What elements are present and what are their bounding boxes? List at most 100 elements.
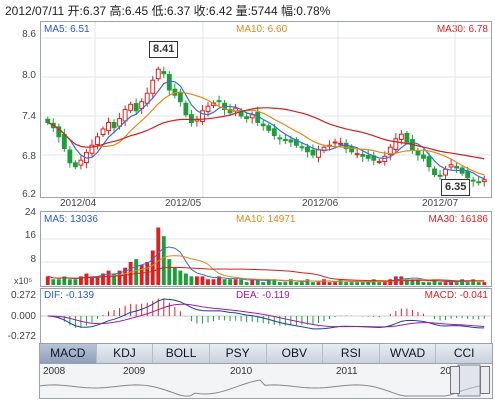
volume-bar: [388, 279, 393, 285]
navigator-overview: [40, 364, 491, 397]
volume-bar: [432, 279, 437, 285]
price-candle: [177, 92, 183, 103]
vol-ma5-line: [47, 246, 485, 283]
price-candle: [432, 168, 437, 175]
price-candle: [349, 146, 355, 153]
price-candle: [332, 141, 338, 144]
volume-bar: [355, 282, 360, 285]
price-panel[interactable]: MA5: 6.51 MA10: 6.60 MA30: 6.78 8.41 6.3…: [40, 21, 492, 198]
volume-bar: [482, 282, 487, 285]
low-callout: 6.35: [441, 179, 471, 196]
volume-bar: [349, 282, 354, 285]
volume-panel[interactable]: MA5: 13036 MA10: 14971 MA30: 16186: [40, 211, 492, 287]
macd-ytick: 0.272: [10, 290, 36, 301]
volume-bar: [316, 282, 321, 285]
volume-bar: [244, 282, 249, 285]
volume-bar: [465, 282, 470, 285]
price-candle: [72, 162, 78, 168]
volume-bar: [299, 282, 304, 285]
price-candle: [476, 181, 482, 184]
price-candle: [360, 153, 366, 157]
volume-bar: [178, 270, 183, 285]
volume-bar: [189, 276, 194, 285]
volume-bar: [416, 279, 420, 285]
volume-bar: [150, 250, 155, 285]
navigator-selection: [457, 364, 481, 397]
time-navigator[interactable]: 2008 2009 2010 2011 201: [39, 363, 493, 399]
volume-bar: [211, 279, 216, 285]
volume-bar: [404, 279, 409, 285]
price-candle: [316, 149, 321, 158]
volume-bar: [106, 270, 111, 285]
price-ytick: 8.0: [22, 70, 36, 81]
price-candle: [454, 165, 460, 169]
price-candle: [266, 125, 272, 131]
volume-bar: [366, 282, 371, 285]
tab-obv[interactable]: OBV: [267, 344, 324, 363]
tab-macd[interactable]: MACD: [40, 344, 97, 363]
price-chart: [41, 22, 491, 197]
range-handle-left[interactable]: [450, 366, 460, 394]
price-candle: [443, 168, 448, 176]
tab-psy[interactable]: PSY: [210, 344, 267, 363]
vol-ma10-line: [47, 255, 485, 283]
range-handle-right[interactable]: [480, 366, 490, 394]
price-xtick: 2012/04: [60, 198, 97, 209]
price-candle: [376, 161, 382, 163]
volume-bar: [443, 282, 448, 285]
tab-boll[interactable]: BOLL: [153, 344, 210, 363]
volume-bar: [277, 282, 282, 285]
volume-bar: [476, 282, 481, 285]
price-candle: [415, 150, 421, 156]
volume-bar: [410, 279, 415, 285]
volume-bar: [427, 282, 431, 285]
price-candle: [161, 71, 167, 75]
volume-bar: [454, 282, 459, 285]
quote-values: 开:6.37 高:6.45 低:6.37 收:6.42 量:5744 幅:0.7…: [67, 4, 331, 18]
nav-year: 201: [440, 366, 457, 377]
tab-wvad[interactable]: WVAD: [380, 344, 437, 363]
volume-bar: [338, 279, 343, 285]
volume-bar: [183, 273, 188, 285]
volume-bar: [272, 279, 277, 285]
volume-bar: [172, 267, 177, 285]
volume-bar: [294, 282, 299, 285]
volume-chart: [41, 227, 491, 285]
volume-bar: [139, 264, 144, 285]
price-xtick: 2012/05: [165, 198, 202, 209]
volume-bar: [145, 262, 150, 285]
indicator-tabs: MACD KDJ BOLL PSY OBV RSI WVAD CCI: [39, 343, 493, 364]
volume-bar: [333, 282, 337, 285]
price-candle: [470, 179, 476, 182]
macd-chart: [41, 298, 491, 330]
price-candle: [277, 137, 283, 140]
price-candle: [288, 139, 294, 143]
price-candle: [338, 142, 344, 145]
volume-bar: [200, 276, 205, 285]
price-ytick: 7.4: [22, 111, 36, 122]
volume-bar: [382, 282, 387, 285]
volume-bar: [471, 279, 476, 285]
vol-ytick: 16: [24, 230, 36, 241]
tab-cci[interactable]: CCI: [453, 346, 475, 360]
volume-bar: [288, 279, 293, 285]
price-candle: [111, 122, 117, 129]
ma5-line: [47, 80, 485, 180]
price-candle: [106, 122, 111, 132]
volume-bar: [421, 282, 426, 285]
volume-bar: [327, 282, 332, 285]
volume-bar: [123, 267, 128, 285]
high-callout: 8.41: [149, 41, 179, 58]
volume-bar: [156, 227, 161, 285]
macd-panel[interactable]: DIF: -0.139 DEA: -0.119 MACD: -0.041: [40, 288, 492, 344]
price-candle: [128, 103, 134, 111]
price-candle: [200, 110, 205, 123]
price-candle: [299, 146, 305, 149]
tab-kdj[interactable]: KDJ: [97, 344, 154, 363]
price-candle: [354, 153, 360, 156]
tab-rsi[interactable]: RSI: [323, 344, 380, 363]
price-candle: [481, 179, 487, 183]
volume-bar: [134, 259, 139, 285]
price-xtick: 2012/07: [422, 198, 459, 209]
volume-bar: [438, 282, 442, 285]
